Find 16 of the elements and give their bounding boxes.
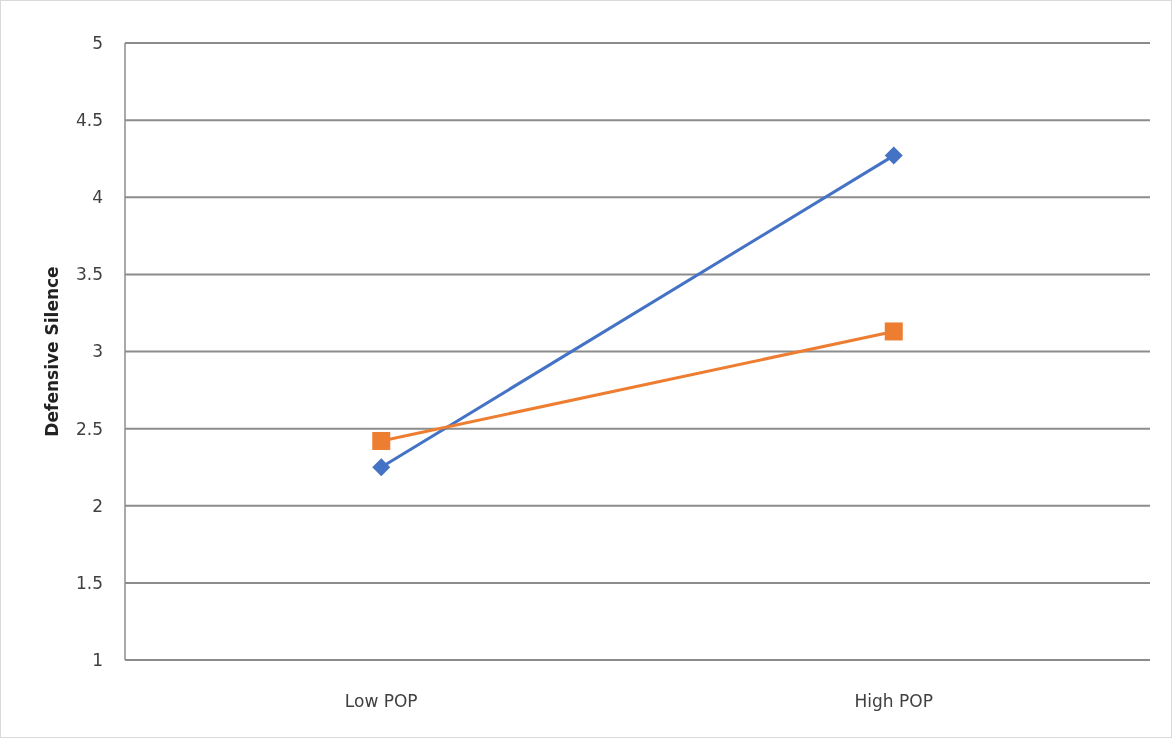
y-tick-label: 4 — [92, 187, 103, 208]
y-tick-label: 1 — [92, 649, 103, 670]
y-tick-label: 3 — [92, 341, 103, 362]
y-tick-label: 2 — [92, 495, 103, 516]
y-tick-label: 1.5 — [75, 572, 103, 593]
y-tick-label: 3.5 — [75, 264, 103, 285]
y-tick-label: 5 — [92, 32, 103, 53]
x-tick-label: High POP — [854, 691, 933, 711]
y-axis-title: Defensive Silence — [42, 266, 62, 437]
x-tick-label: Low POP — [344, 691, 418, 711]
point — [372, 431, 391, 450]
point — [884, 146, 903, 165]
point — [372, 458, 391, 477]
point — [884, 322, 903, 341]
y-tick-label: 2.5 — [75, 418, 103, 439]
y-tick-label: 4.5 — [75, 110, 103, 131]
